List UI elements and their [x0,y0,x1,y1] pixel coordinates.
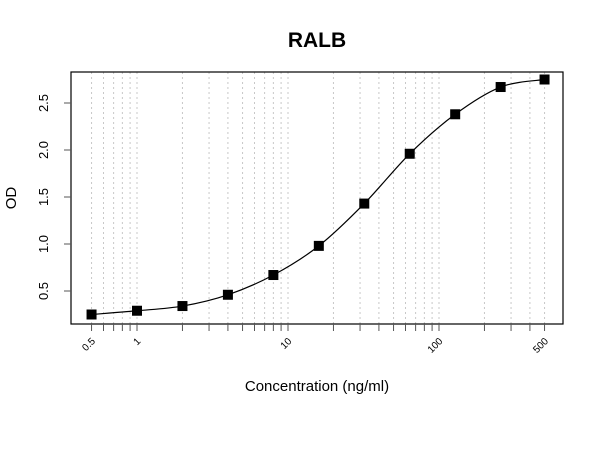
x-axis: 0.5 1 10 100 500 [80,324,551,356]
y-axis-label: OD [3,187,20,210]
data-point-marker [132,305,142,316]
grid-lines [91,72,546,324]
data-point-marker [404,148,415,159]
data-point-marker [539,74,550,85]
x-axis-label: Concentration (ng/ml) [245,378,389,395]
data-point-marker [177,301,188,312]
data-point-marker [359,198,370,209]
y-axis: 0.5 1.0 1.5 2.0 2.5 [36,94,71,300]
data-points [86,74,550,320]
plot-frame [70,71,564,325]
data-point-marker [86,309,97,320]
y-tick-label: 1.5 [36,188,51,206]
y-tick-label: 2.0 [36,141,51,159]
x-tick-label: 100 [426,336,446,356]
data-point-marker [268,270,279,281]
data-point-marker [222,289,233,300]
x-tick-label: 1 [132,336,144,348]
x-tick-label: 10 [279,336,295,352]
chart-title: RALB [288,29,346,52]
y-tick-label: 0.5 [36,282,51,300]
x-tick-label: 500 [531,336,551,356]
fit-curve [91,78,545,316]
data-point-marker [313,240,324,251]
data-point-marker [495,82,506,93]
y-tick-label: 2.5 [36,94,51,112]
data-point-marker [450,109,461,120]
x-tick-label: 0.5 [80,336,98,354]
y-tick-label: 1.0 [36,235,51,253]
